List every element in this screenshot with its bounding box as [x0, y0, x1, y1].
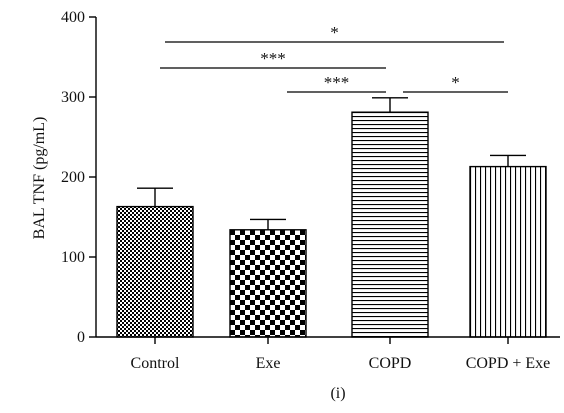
y-tick-label: 400	[61, 9, 85, 26]
x-tick-label: COPD	[369, 355, 412, 372]
y-tick-label: 100	[61, 249, 85, 266]
x-tick-label: COPD + Exe	[466, 355, 551, 372]
bar-copd	[351, 111, 429, 338]
y-tick-label: 200	[61, 169, 85, 186]
figure-caption: (i)	[330, 385, 345, 402]
bar-exe	[229, 229, 307, 338]
significance-marker: *	[451, 73, 460, 92]
significance-marker: ***	[324, 73, 350, 92]
x-tick-label: Exe	[256, 355, 281, 372]
bar-copd-exe	[469, 165, 547, 338]
bar-control	[116, 205, 194, 338]
x-tick-label: Control	[131, 355, 180, 372]
y-tick-label: 0	[77, 329, 85, 346]
significance-marker: *	[330, 23, 339, 42]
y-tick-label: 300	[61, 89, 85, 106]
significance-marker: ***	[260, 49, 286, 68]
y-axis-title: BAL TNF (pg/mL)	[31, 117, 48, 240]
